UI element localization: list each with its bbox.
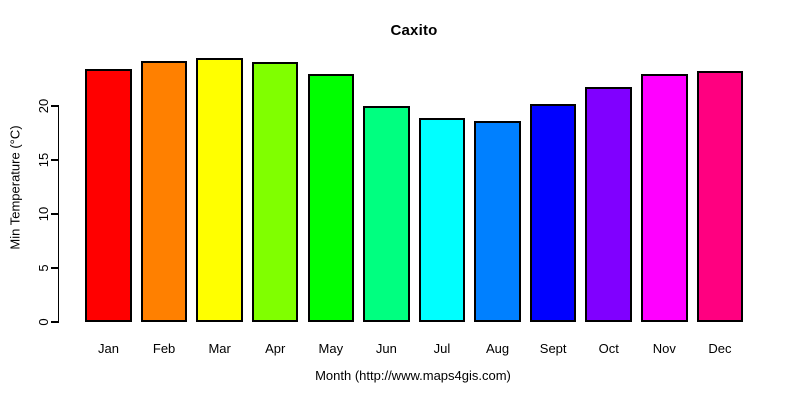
y-tick-mark	[51, 105, 58, 107]
y-axis-line	[57, 105, 59, 323]
y-tick-label: 0	[36, 318, 51, 326]
bar-jun	[363, 106, 410, 322]
y-tick-mark	[51, 159, 58, 161]
x-tick-label-jul: Jul	[433, 341, 451, 356]
bar-aug	[474, 121, 521, 322]
x-tick-label-oct: Oct	[598, 341, 619, 356]
bar-jul	[418, 117, 466, 322]
bar-sept	[529, 103, 577, 322]
x-tick-label-jun: Jun	[375, 341, 397, 356]
bar-mar	[196, 58, 243, 322]
y-axis-label: Min Temperature (°C)	[7, 125, 23, 250]
x-tick-label-nov: Nov	[652, 341, 676, 356]
x-tick-label-feb: Feb	[152, 341, 176, 356]
x-tick-label-aug: Aug	[486, 341, 510, 356]
y-tick-label: 15	[36, 152, 51, 168]
bar-jan	[85, 69, 132, 322]
bar-nov	[641, 73, 688, 322]
y-tick-label: 5	[36, 264, 51, 272]
bar-dec	[696, 71, 744, 322]
x-axis-label: Month (http://www.maps4gis.com)	[315, 368, 511, 383]
y-tick-mark	[51, 267, 58, 269]
y-tick-label: 20	[36, 98, 51, 114]
x-tick-label-jan: Jan	[98, 341, 119, 356]
x-tick-label-may: May	[318, 341, 344, 356]
bar-may	[307, 73, 355, 322]
chart-title: Caxito	[390, 22, 438, 39]
y-tick-label: 10	[36, 206, 51, 222]
bar-feb	[140, 60, 188, 322]
bar-apr	[251, 61, 299, 322]
bar-oct	[585, 86, 632, 322]
y-tick-mark	[51, 213, 58, 215]
x-tick-label-sept: Sept	[539, 341, 567, 356]
x-tick-label-mar: Mar	[208, 341, 231, 356]
x-tick-label-apr: Apr	[265, 341, 286, 356]
y-tick-mark	[51, 321, 58, 323]
x-tick-label-dec: Dec	[708, 341, 732, 356]
